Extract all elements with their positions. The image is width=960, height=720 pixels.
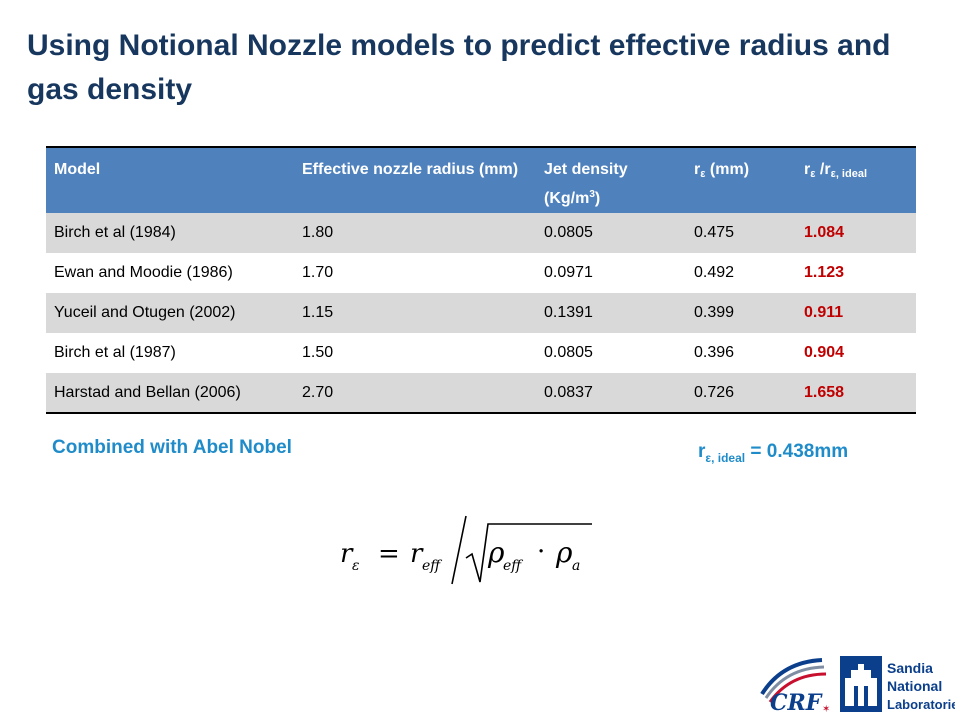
cell-model: Yuceil and Otugen (2002) [46, 293, 294, 333]
effective-radius-formula: r ε = r eff ρ eff · ρ a [340, 515, 592, 585]
cell-ratio: 1.084 [796, 213, 916, 253]
svg-text:Laboratories: Laboratories [887, 697, 955, 712]
svg-text:CRF: CRF [770, 690, 823, 714]
header-density: Jet density (Kg/m3) [536, 146, 686, 213]
cell-model: Birch et al (1984) [46, 213, 294, 253]
r-ideal-value: rε, ideal = 0.438mm [698, 441, 849, 465]
cell-r: 0.475 [686, 213, 796, 253]
table-header-row: Model Effective nozzle radius (mm) Jet d… [46, 146, 916, 213]
formula-rho-a-sub: a [572, 558, 580, 574]
cell-r: 0.492 [686, 253, 796, 293]
formula-equals: = [378, 539, 400, 569]
cell-r: 0.396 [686, 333, 796, 373]
cell-density: 0.0837 [536, 373, 686, 414]
cell-r: 0.726 [686, 373, 796, 414]
formula-sqrt-sign [465, 523, 592, 583]
header-radius: Effective nozzle radius (mm) [294, 146, 536, 213]
cell-model: Harstad and Bellan (2006) [46, 373, 294, 414]
cell-density: 0.0971 [536, 253, 686, 293]
formula-dot: · [537, 537, 545, 567]
cell-radius: 1.50 [294, 333, 536, 373]
svg-text:National: National [887, 678, 942, 694]
cell-model: Ewan and Moodie (1986) [46, 253, 294, 293]
sandia-logo: Sandia National Laboratories [840, 656, 955, 712]
cell-radius: 2.70 [294, 373, 536, 414]
formula-rho-eff: ρ [487, 536, 505, 569]
formula-division-slash [451, 515, 467, 585]
table-row: Yuceil and Otugen (2002) 1.15 0.1391 0.3… [46, 293, 916, 333]
cell-density: 0.0805 [536, 333, 686, 373]
header-ratio: rε /rε, ideal [796, 146, 916, 213]
cell-model: Birch et al (1987) [46, 333, 294, 373]
cell-radius: 1.80 [294, 213, 536, 253]
header-r-epsilon: rε (mm) [686, 146, 796, 213]
model-table: Model Effective nozzle radius (mm) Jet d… [46, 146, 916, 414]
table-row: Harstad and Bellan (2006) 2.70 0.0837 0.… [46, 373, 916, 414]
formula-r-eff-sub: eff [422, 558, 442, 574]
cell-ratio: 0.911 [796, 293, 916, 333]
formula-rho-eff-sub: eff [503, 558, 523, 574]
cell-ratio: 1.658 [796, 373, 916, 414]
header-model: Model [46, 146, 294, 213]
table-row: Birch et al (1984) 1.80 0.0805 0.475 1.0… [46, 213, 916, 253]
cell-r: 0.399 [686, 293, 796, 333]
cell-radius: 1.15 [294, 293, 536, 333]
table-row: Birch et al (1987) 1.50 0.0805 0.396 0.9… [46, 333, 916, 373]
formula-rho-a: ρ [555, 536, 573, 569]
formula-lhs-sub: ε [352, 558, 360, 574]
formula-r-eff: r [410, 539, 424, 569]
cell-density: 0.1391 [536, 293, 686, 333]
formula-lhs: r [340, 539, 354, 569]
svg-text:✶: ✶ [822, 704, 830, 714]
cell-ratio: 0.904 [796, 333, 916, 373]
combined-caption: Combined with Abel Nobel [52, 437, 292, 458]
cell-radius: 1.70 [294, 253, 536, 293]
cell-ratio: 1.123 [796, 253, 916, 293]
table-row: Ewan and Moodie (1986) 1.70 0.0971 0.492… [46, 253, 916, 293]
slide-title: Using Notional Nozzle models to predict … [27, 29, 891, 106]
crf-logo: CRF ✶ [760, 658, 830, 714]
cell-density: 0.0805 [536, 213, 686, 253]
svg-text:Sandia: Sandia [887, 660, 933, 676]
